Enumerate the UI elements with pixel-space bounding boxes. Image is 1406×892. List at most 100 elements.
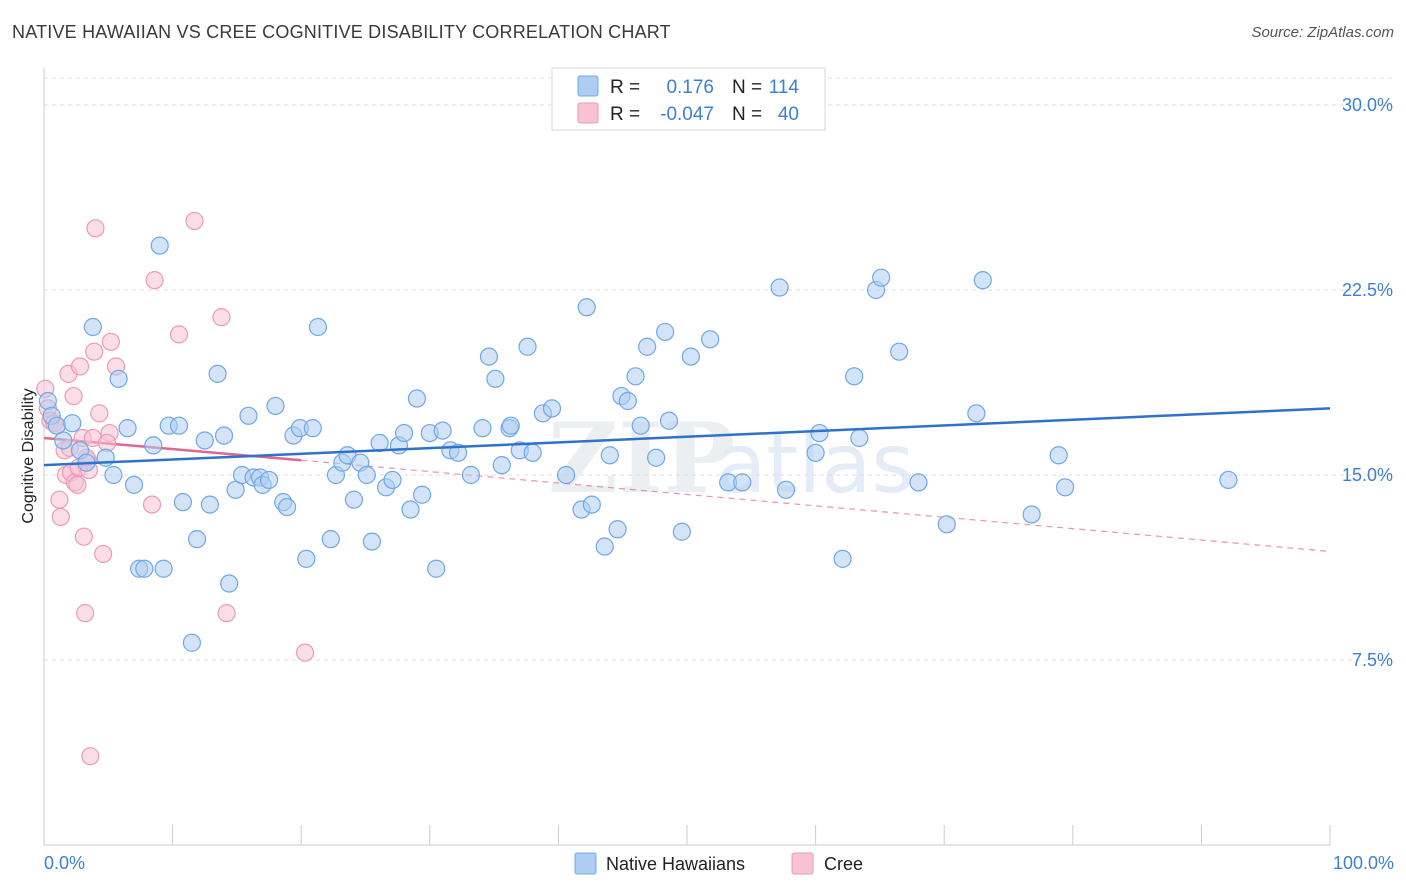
native-hawaiian-point-84 [626, 367, 645, 386]
native-hawaiian-point-4 [63, 414, 82, 433]
native-hawaiian-point-23 [195, 431, 214, 450]
native-hawaiian-point-94 [770, 278, 789, 297]
native-hawaiian-trend-line [43, 407, 1331, 467]
legend-n-label-cree: N = [732, 104, 762, 125]
bottom-legend-swatch-native-hawaiians [574, 852, 597, 875]
native-hawaiian-point-88 [656, 322, 675, 342]
native-hawaiian-point-35 [266, 396, 285, 416]
native-hawaiian-point-75 [557, 465, 576, 485]
native-hawaiian-point-113 [501, 416, 520, 435]
legend-r-label-cree: R = [610, 104, 640, 125]
native-hawaiian-point-64 [461, 465, 481, 485]
cree-point-22 [85, 342, 104, 361]
native-hawaiian-point-108 [1022, 505, 1041, 524]
native-hawaiian-point-27 [220, 574, 239, 593]
native-hawaiian-point-47 [344, 490, 364, 509]
native-hawaiian-point-57 [407, 389, 427, 408]
cree-point-24 [90, 404, 109, 423]
native-hawaiian-point-107 [973, 271, 992, 290]
native-hawaiian-point-90 [681, 347, 700, 366]
native-hawaiian-point-49 [357, 465, 376, 485]
native-hawaiian-point-22 [187, 530, 207, 549]
series-legend: Native Hawaiians Cree [574, 852, 863, 875]
legend-swatch-cree [577, 102, 599, 124]
native-hawaiian-point-109 [1049, 446, 1068, 465]
native-hawaiian-point-41 [303, 419, 322, 438]
native-hawaiian-point-71 [518, 337, 537, 356]
axes [43, 68, 1331, 846]
native-hawaiian-point-78 [582, 495, 601, 514]
x-tick-label-max: 100.0% [1333, 853, 1394, 873]
cree-point-5 [51, 507, 70, 527]
cree-point-16 [74, 527, 93, 546]
native-hawaiian-point-97 [810, 423, 829, 443]
native-hawaiian-point-96 [806, 443, 825, 462]
native-hawaiian-point-9 [104, 465, 123, 485]
cree-point-34 [217, 604, 236, 623]
cree-point-12 [68, 475, 87, 494]
y-tick-label-2: 22.5% [1342, 280, 1393, 300]
native-hawaiian-point-42 [308, 317, 328, 337]
bottom-legend-swatch-cree [791, 852, 814, 875]
cree-point-33 [212, 308, 231, 327]
native-hawaiian-point-61 [433, 421, 452, 440]
native-hawaiian-point-95 [776, 480, 796, 499]
cree-point-35 [295, 643, 315, 662]
native-hawaiian-point-10 [109, 369, 128, 388]
legend-r-value-cree: -0.047 [660, 104, 714, 125]
native-hawaiian-point-65 [473, 419, 492, 438]
native-hawaiian-point-58 [412, 485, 432, 504]
native-hawaiian-point-81 [608, 520, 627, 539]
native-hawaiian-point-89 [672, 522, 691, 541]
bottom-legend-label-cree: Cree [824, 854, 863, 874]
native-hawaiian-trend [43, 407, 1331, 467]
native-hawaiian-point-56 [401, 500, 420, 519]
native-hawaiian-point-106 [967, 404, 986, 423]
native-hawaiian-point-112 [659, 411, 679, 430]
cree-point-20 [81, 747, 100, 766]
legend-swatch-native-hawaiians [577, 75, 599, 97]
native-hawaiian-point-11 [118, 419, 137, 438]
cree-point-31 [169, 325, 189, 344]
native-hawaiian-point-7 [83, 317, 102, 337]
native-hawaiian-point-3 [54, 431, 73, 450]
native-hawaiian-point-104 [909, 473, 928, 492]
native-hawaiian-point-20 [173, 493, 192, 512]
native-hawaiian-point-68 [492, 456, 511, 475]
native-hawaiian-point-86 [638, 337, 657, 356]
cree-point-4 [50, 490, 69, 509]
native-hawaiian-point-16 [150, 236, 169, 255]
y-tick-label-1: 15.0% [1342, 465, 1393, 485]
native-hawaiian-point-60 [427, 559, 446, 578]
native-hawaiian-point-12 [124, 475, 144, 494]
native-hawaiian-point-85 [631, 416, 650, 435]
native-hawaiian-point-98 [833, 549, 852, 568]
y-tick-labels: 7.5% 15.0% 22.5% 30.0% [1342, 95, 1393, 670]
cree-point-32 [185, 211, 204, 231]
native-hawaiian-point-80 [600, 446, 619, 465]
native-hawaiian-point-55 [394, 423, 414, 443]
native-hawaiian-point-67 [486, 369, 505, 388]
native-hawaiian-point-87 [647, 448, 666, 467]
chart-title: NATIVE HAWAIIAN VS CREE COGNITIVE DISABI… [12, 22, 671, 42]
cree-points [36, 211, 315, 766]
cree-point-29 [142, 495, 162, 514]
native-hawaiian-points [38, 236, 1238, 652]
native-hawaiian-point-99 [845, 367, 864, 386]
native-hawaiian-point-17 [154, 559, 173, 578]
native-hawaiian-point-50 [362, 532, 382, 551]
native-hawaiian-point-15 [144, 436, 163, 455]
cree-point-25 [94, 544, 113, 564]
native-hawaiian-point-103 [890, 342, 909, 361]
native-hawaiian-point-100 [850, 428, 869, 448]
x-tick-label-min: 0.0% [44, 853, 85, 873]
native-hawaiian-point-102 [872, 268, 891, 287]
native-hawaiian-point-72 [523, 443, 542, 462]
native-hawaiian-point-30 [239, 406, 258, 425]
grid-lines [44, 77, 1393, 661]
native-hawaiian-point-25 [208, 364, 227, 383]
native-hawaiian-point-63 [448, 443, 468, 462]
native-hawaiian-point-93 [733, 473, 752, 492]
y-axis-label: Cognitive Disability [20, 388, 37, 523]
cree-point-30 [145, 271, 164, 290]
